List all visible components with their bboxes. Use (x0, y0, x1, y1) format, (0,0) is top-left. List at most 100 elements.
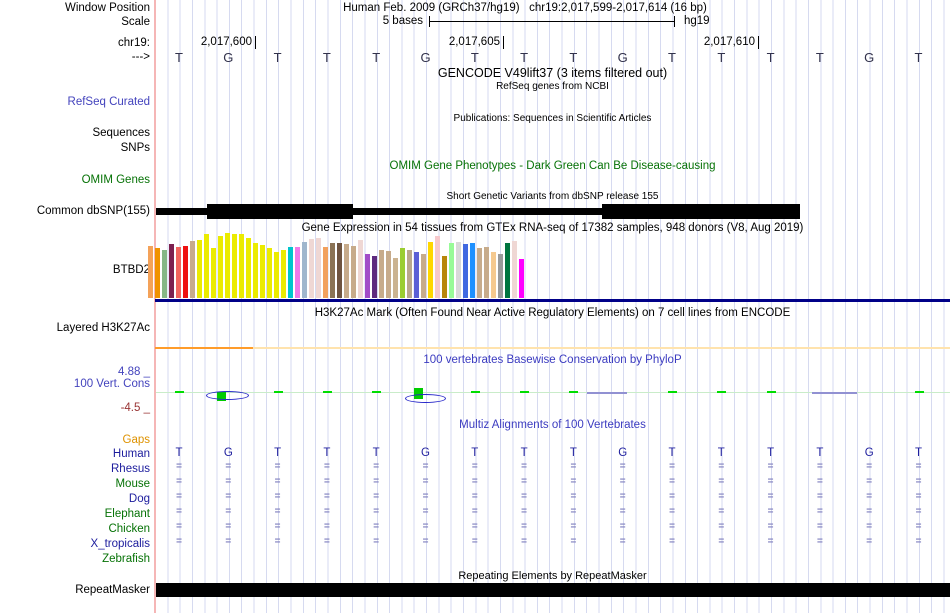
gtex-bar[interactable] (442, 256, 447, 298)
base-letter: T (273, 50, 282, 65)
gtex-bar[interactable] (421, 254, 426, 298)
conservation-title[interactable]: 100 vertebrates Basewise Conservation by… (423, 354, 682, 366)
row-gaps[interactable]: Gaps (122, 434, 151, 446)
row-chicken[interactable]: Chicken (108, 523, 150, 535)
h3k27ac-title[interactable]: H3K27Ac Mark (Often Found Near Active Re… (314, 307, 791, 319)
gtex-bar[interactable] (435, 236, 440, 298)
alignment-equals: = (274, 476, 281, 487)
gtex-bar[interactable] (337, 243, 342, 298)
gtex-bar[interactable] (477, 248, 482, 298)
gtex-bar[interactable] (204, 234, 209, 298)
gtex-bar[interactable] (386, 251, 391, 298)
h3k27ac-signal-line[interactable] (155, 347, 253, 349)
track-snps[interactable]: SNPs (120, 142, 150, 154)
gtex-bar[interactable] (176, 247, 181, 298)
track-omim-genes[interactable]: OMIM Genes (81, 174, 150, 186)
gtex-bar[interactable] (498, 254, 503, 298)
gtex-bar[interactable] (428, 242, 433, 298)
gtex-bar[interactable] (274, 252, 279, 298)
gtex-bar[interactable] (169, 244, 174, 298)
gtex-bar[interactable] (484, 247, 489, 298)
dbsnp-bar-segment[interactable] (207, 204, 353, 219)
gtex-bar[interactable] (246, 238, 251, 298)
alignment-equals: = (274, 461, 281, 472)
refseq-title[interactable]: RefSeq genes from NCBI (496, 81, 609, 92)
gtex-bar[interactable] (190, 241, 195, 298)
track-repeatmasker[interactable]: RepeatMasker (75, 584, 150, 596)
gtex-bar[interactable] (183, 246, 188, 298)
row-x-tropicalis[interactable]: X_tropicalis (90, 538, 150, 550)
gtex-bar[interactable] (512, 241, 517, 298)
publications-title[interactable]: Publications: Sequences in Scientific Ar… (453, 113, 652, 124)
gencode-title[interactable]: GENCODE V49lift37 (3 items filtered out) (437, 66, 668, 80)
scale-bar-tick (429, 16, 430, 27)
gtex-bar[interactable] (295, 247, 300, 298)
gtex-bar[interactable] (155, 248, 160, 298)
track-btbd2[interactable]: BTBD2 (112, 264, 150, 276)
gtex-bar[interactable] (505, 243, 510, 298)
gtex-bar[interactable] (470, 243, 475, 298)
gtex-bar[interactable] (232, 234, 237, 298)
track-100-vert-cons[interactable]: 100 Vert. Cons (73, 378, 150, 390)
gtex-bar[interactable] (358, 240, 363, 298)
track-layered-h3k27ac[interactable]: Layered H3K27Ac (56, 322, 150, 334)
gtex-bar[interactable] (225, 233, 230, 298)
gtex-bar[interactable] (456, 242, 461, 298)
gtex-bar[interactable] (267, 248, 272, 298)
gtex-bar[interactable] (449, 243, 454, 298)
row-elephant[interactable]: Elephant (104, 508, 150, 520)
gtex-bar[interactable] (407, 250, 412, 298)
ruler-tick-label: 2,017,600 (200, 36, 252, 48)
h3k27ac-signal-line-faint[interactable] (253, 347, 950, 349)
row-rhesus[interactable]: Rhesus (111, 463, 150, 475)
dbsnp-title[interactable]: Short Genetic Variants from dbSNP releas… (446, 191, 659, 202)
gtex-bar[interactable] (218, 236, 223, 298)
gtex-bar[interactable] (239, 234, 244, 298)
alignment-equals: = (570, 476, 577, 487)
gtex-bar[interactable] (400, 248, 405, 298)
gtex-bar[interactable] (281, 250, 286, 298)
gtex-bar[interactable] (330, 243, 335, 298)
multiz-title[interactable]: Multiz Alignments of 100 Vertebrates (459, 419, 646, 431)
gtex-bar[interactable] (148, 246, 153, 298)
dbsnp-bar-segment[interactable] (602, 204, 800, 219)
omim-title[interactable]: OMIM Gene Phenotypes - Dark Green Can Be… (389, 160, 716, 172)
gtex-bar[interactable] (288, 247, 293, 298)
track-sequences[interactable]: Sequences (92, 127, 150, 139)
scale-row-label: Scale (121, 16, 150, 28)
gtex-bar[interactable] (393, 258, 398, 298)
gtex-bar[interactable] (519, 259, 524, 298)
dbsnp-bar-segment[interactable] (353, 208, 602, 215)
alignment-equals: = (767, 491, 774, 502)
alignment-equals: = (767, 536, 774, 547)
repeatmasker-bar[interactable] (156, 583, 950, 597)
dbsnp-bar-segment[interactable] (156, 208, 207, 215)
gtex-bar[interactable] (323, 247, 328, 298)
gtex-bar[interactable] (463, 244, 468, 298)
track-refseq-curated[interactable]: RefSeq Curated (67, 96, 150, 108)
gtex-title[interactable]: Gene Expression in 54 tissues from GTEx … (301, 222, 804, 234)
gtex-bar[interactable] (344, 244, 349, 298)
gtex-bar[interactable] (211, 248, 216, 298)
gtex-bar[interactable] (260, 245, 265, 298)
track-grid-area[interactable] (155, 0, 950, 613)
gtex-bar[interactable] (379, 250, 384, 298)
gtex-bar[interactable] (316, 238, 321, 298)
track-common-dbsnp[interactable]: Common dbSNP(155) (36, 205, 150, 217)
row-human[interactable]: Human (112, 448, 150, 460)
row-mouse[interactable]: Mouse (115, 478, 150, 490)
gtex-bar[interactable] (351, 246, 356, 298)
row-zebrafish[interactable]: Zebrafish (102, 553, 150, 565)
repeatmasker-title[interactable]: Repeating Elements by RepeatMasker (458, 570, 647, 582)
gtex-bar[interactable] (253, 243, 258, 298)
gtex-bar[interactable] (197, 240, 202, 298)
gtex-bar[interactable] (414, 252, 419, 298)
gtex-bar[interactable] (491, 252, 496, 298)
gtex-bar[interactable] (309, 239, 314, 298)
gtex-bar[interactable] (372, 256, 377, 298)
gtex-bar[interactable] (365, 254, 370, 298)
gtex-bar[interactable] (302, 242, 307, 298)
row-dog[interactable]: Dog (128, 493, 150, 505)
conservation-baseline (156, 392, 950, 393)
gtex-bar[interactable] (162, 250, 167, 298)
